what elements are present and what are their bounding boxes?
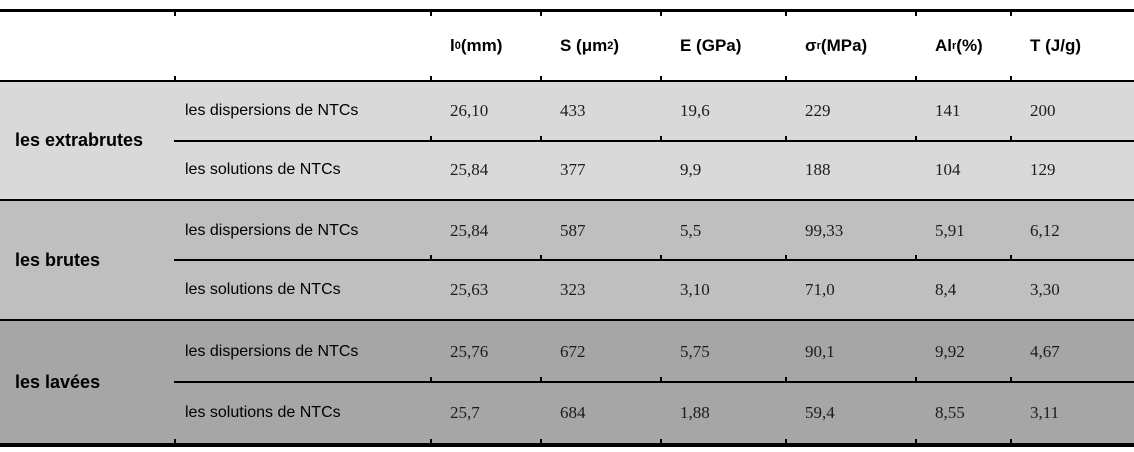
header-label: E (GPa): [680, 36, 742, 55]
data-cell-al: 8,55: [935, 402, 965, 422]
header-label: (MPa): [820, 36, 868, 55]
column-ticks-bottom: [0, 439, 1134, 443]
data-cell-al: 5,91: [935, 220, 965, 240]
data-cell-s: 684: [560, 402, 586, 422]
header-cell-e: E (GPa): [660, 12, 785, 80]
column-ticks-inner: [0, 255, 1134, 259]
group-lavees: les lavées les dispersions de NTCs 25,76…: [0, 321, 1134, 443]
data-cell-e: 5,75: [680, 341, 710, 361]
group-separator: [0, 199, 1134, 201]
data-cell-l0: 26,10: [450, 101, 489, 121]
header-cell-t: T (J/g): [1010, 12, 1134, 80]
header-label: (mm): [460, 36, 503, 55]
row-label: les solutions de NTCs: [185, 280, 341, 298]
header-label: σ: [805, 36, 817, 55]
group-label: les lavées: [15, 371, 101, 392]
data-cell-s: 323: [560, 279, 586, 299]
row-label: les dispersions de NTCs: [185, 342, 359, 360]
column-ticks-header: [0, 76, 1134, 80]
row-label: les solutions de NTCs: [185, 160, 341, 178]
data-cell-t: 4,67: [1030, 341, 1060, 361]
data-cell-l0: 25,84: [450, 220, 489, 240]
data-cell-l0: 25,63: [450, 279, 489, 299]
header-cell-al-r: Al r (%): [935, 36, 983, 55]
row-divider: [174, 259, 1134, 261]
table-top-border: [0, 9, 1134, 12]
data-cell-al: 9,92: [935, 341, 965, 361]
table-bottom-border: [0, 443, 1134, 447]
data-cell-al: 104: [935, 159, 961, 179]
header-label: ): [613, 36, 620, 55]
group-separator: [0, 319, 1134, 321]
data-cell-e: 1,88: [680, 402, 710, 422]
data-cell-t: 6,12: [1030, 220, 1060, 240]
data-cell-sigma: 90,1: [805, 341, 835, 361]
data-cell-t: 3,30: [1030, 279, 1060, 299]
data-cell-sigma: 188: [805, 159, 831, 179]
header-cell-s: S (μm 2): [560, 36, 620, 55]
data-cell-sigma: 99,33: [805, 220, 844, 240]
header-spacer-rowlabel: [174, 12, 430, 80]
data-cell-e: 5,5: [680, 220, 702, 240]
data-cell-l0: 25,76: [450, 341, 489, 361]
data-cell-al: 8,4: [935, 279, 957, 299]
data-cell-e: 19,6: [680, 101, 710, 121]
header-separator: [0, 80, 1134, 82]
header-label: Al: [935, 36, 952, 55]
data-cell-t: 129: [1030, 159, 1056, 179]
header-label: l: [450, 36, 455, 55]
row-divider: [174, 139, 1134, 142]
data-cell-t: 200: [1030, 101, 1056, 121]
header-label: (%): [956, 36, 983, 55]
group-extrabrutes: les extrabrutes les dispersions de NTCs …: [0, 82, 1134, 199]
data-cell-s: 672: [560, 341, 586, 361]
data-cell-t: 3,11: [1030, 402, 1060, 422]
data-cell-sigma: 229: [805, 101, 831, 121]
data-cell-al: 141: [935, 101, 961, 121]
row-divider: [174, 381, 1134, 383]
header-label: S (μm: [560, 36, 608, 55]
group-brutes: les brutes les dispersions de NTCs 25,84…: [0, 201, 1134, 319]
group-label: les extrabrutes: [15, 130, 144, 150]
row-label: les solutions de NTCs: [185, 403, 341, 421]
data-cell-l0: 25,84: [450, 159, 489, 179]
data-cell-sigma: 59,4: [805, 402, 835, 422]
top-margin: [0, 0, 1134, 9]
group-label: les brutes: [15, 249, 101, 270]
column-ticks-top: [0, 12, 1134, 16]
data-cell-s: 587: [560, 220, 586, 240]
data-cell-e: 9,9: [680, 159, 702, 179]
row-label: les dispersions de NTCs: [185, 102, 359, 120]
column-ticks-inner: [0, 135, 1134, 140]
data-cell-e: 3,10: [680, 279, 710, 299]
data-cell-s: 433: [560, 101, 586, 121]
data-cell-l0: 25,7: [450, 402, 480, 422]
data-cell-sigma: 71,0: [805, 279, 835, 299]
data-cell-s: 377: [560, 159, 586, 179]
column-ticks-inner: [0, 377, 1134, 381]
row-label: les dispersions de NTCs: [185, 221, 359, 239]
header-label: T (J/g): [1030, 36, 1081, 55]
header-spacer-group: [0, 12, 174, 80]
